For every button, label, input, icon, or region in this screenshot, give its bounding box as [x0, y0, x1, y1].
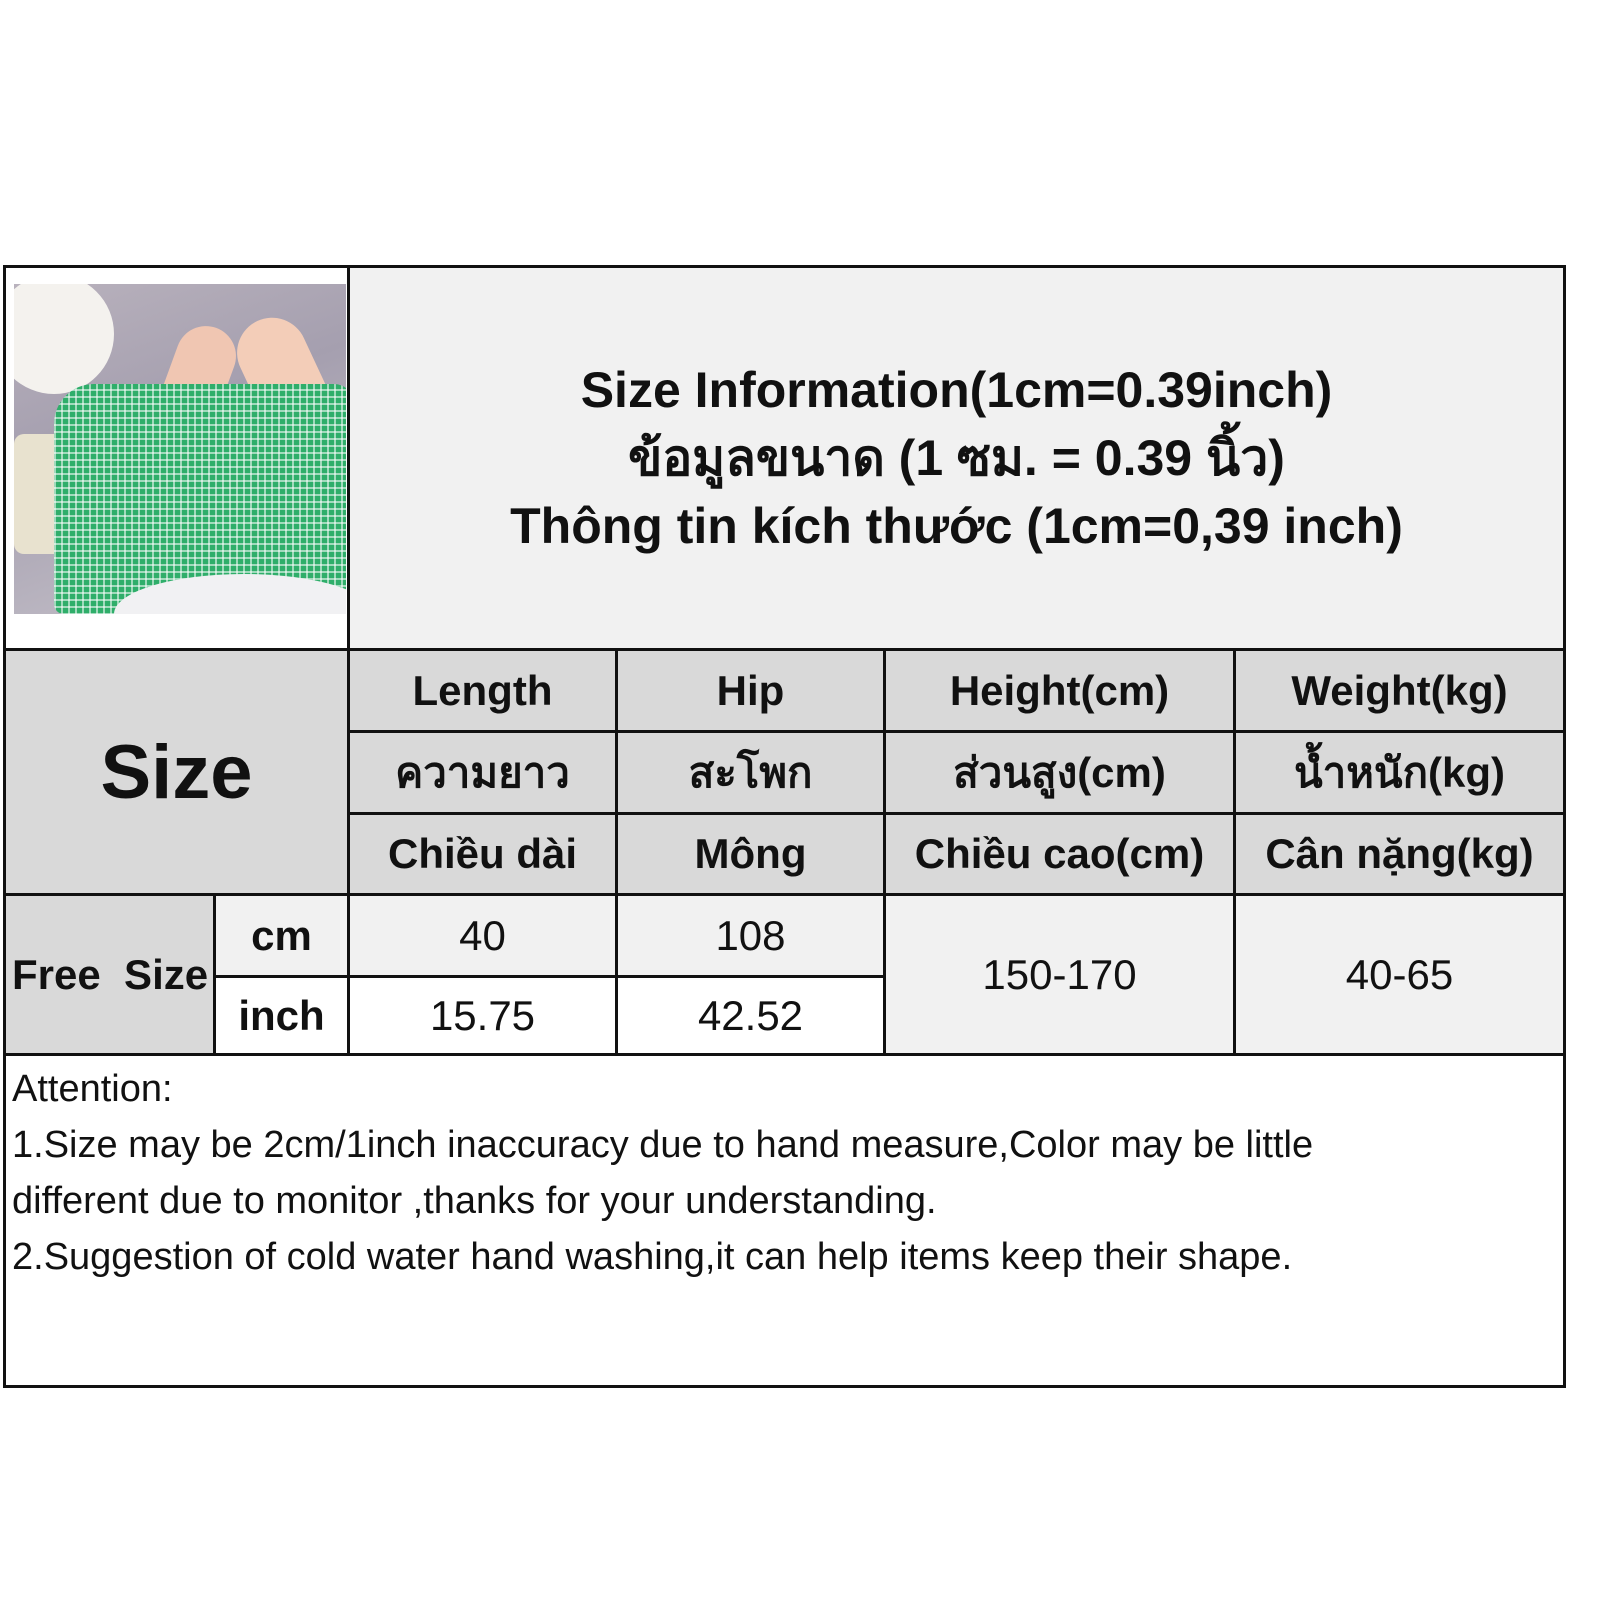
attention-notes: Attention: 1.Size may be 2cm/1inch inacc…: [3, 1053, 1566, 1388]
title-cell: Size Information(1cm=0.39inch) ข้อมูลขนา…: [347, 265, 1566, 651]
title-en: Size Information(1cm=0.39inch): [580, 362, 1333, 418]
unit-cm: cm: [213, 893, 350, 978]
title-vi: Thông tin kích thước (1cm=0,39 inch): [510, 498, 1403, 554]
attention-heading: Attention:: [12, 1068, 173, 1110]
header-length-vi: Chiều dài: [347, 812, 618, 896]
header-length-th: ความยาว: [347, 730, 618, 815]
header-height-vi: Chiều cao(cm): [883, 812, 1236, 896]
attention-line: different due to monitor ,thanks for you…: [12, 1180, 937, 1222]
header-hip-en: Hip: [615, 648, 886, 733]
header-weight-th: น้ำหนัก(kg): [1233, 730, 1566, 815]
attention-line: 2.Suggestion of cold water hand washing,…: [12, 1236, 1293, 1278]
hip-inch: 42.52: [615, 975, 886, 1056]
size-free-size: Free Size: [3, 893, 216, 1056]
weight-range: 40-65: [1233, 893, 1566, 1056]
header-weight-en: Weight(kg): [1233, 648, 1566, 733]
length-cm: 40: [347, 893, 618, 978]
attention-line: 1.Size may be 2cm/1inch inaccuracy due t…: [12, 1124, 1314, 1166]
header-height-th: ส่วนสูง(cm): [883, 730, 1236, 815]
header-height-en: Height(cm): [883, 648, 1236, 733]
title-th: ข้อมูลขนาด (1 ซม. = 0.39 นิ้ว): [628, 430, 1285, 486]
header-hip-th: สะโพก: [615, 730, 886, 815]
product-photo-cell: [3, 265, 350, 651]
product-photo: [14, 284, 346, 614]
height-range: 150-170: [883, 893, 1236, 1056]
size-header: Size: [3, 648, 350, 896]
header-weight-vi: Cân nặng(kg): [1233, 812, 1566, 896]
header-hip-vi: Mông: [615, 812, 886, 896]
unit-inch: inch: [213, 975, 350, 1056]
header-length-en: Length: [347, 648, 618, 733]
length-inch: 15.75: [347, 975, 618, 1056]
hip-cm: 108: [615, 893, 886, 978]
